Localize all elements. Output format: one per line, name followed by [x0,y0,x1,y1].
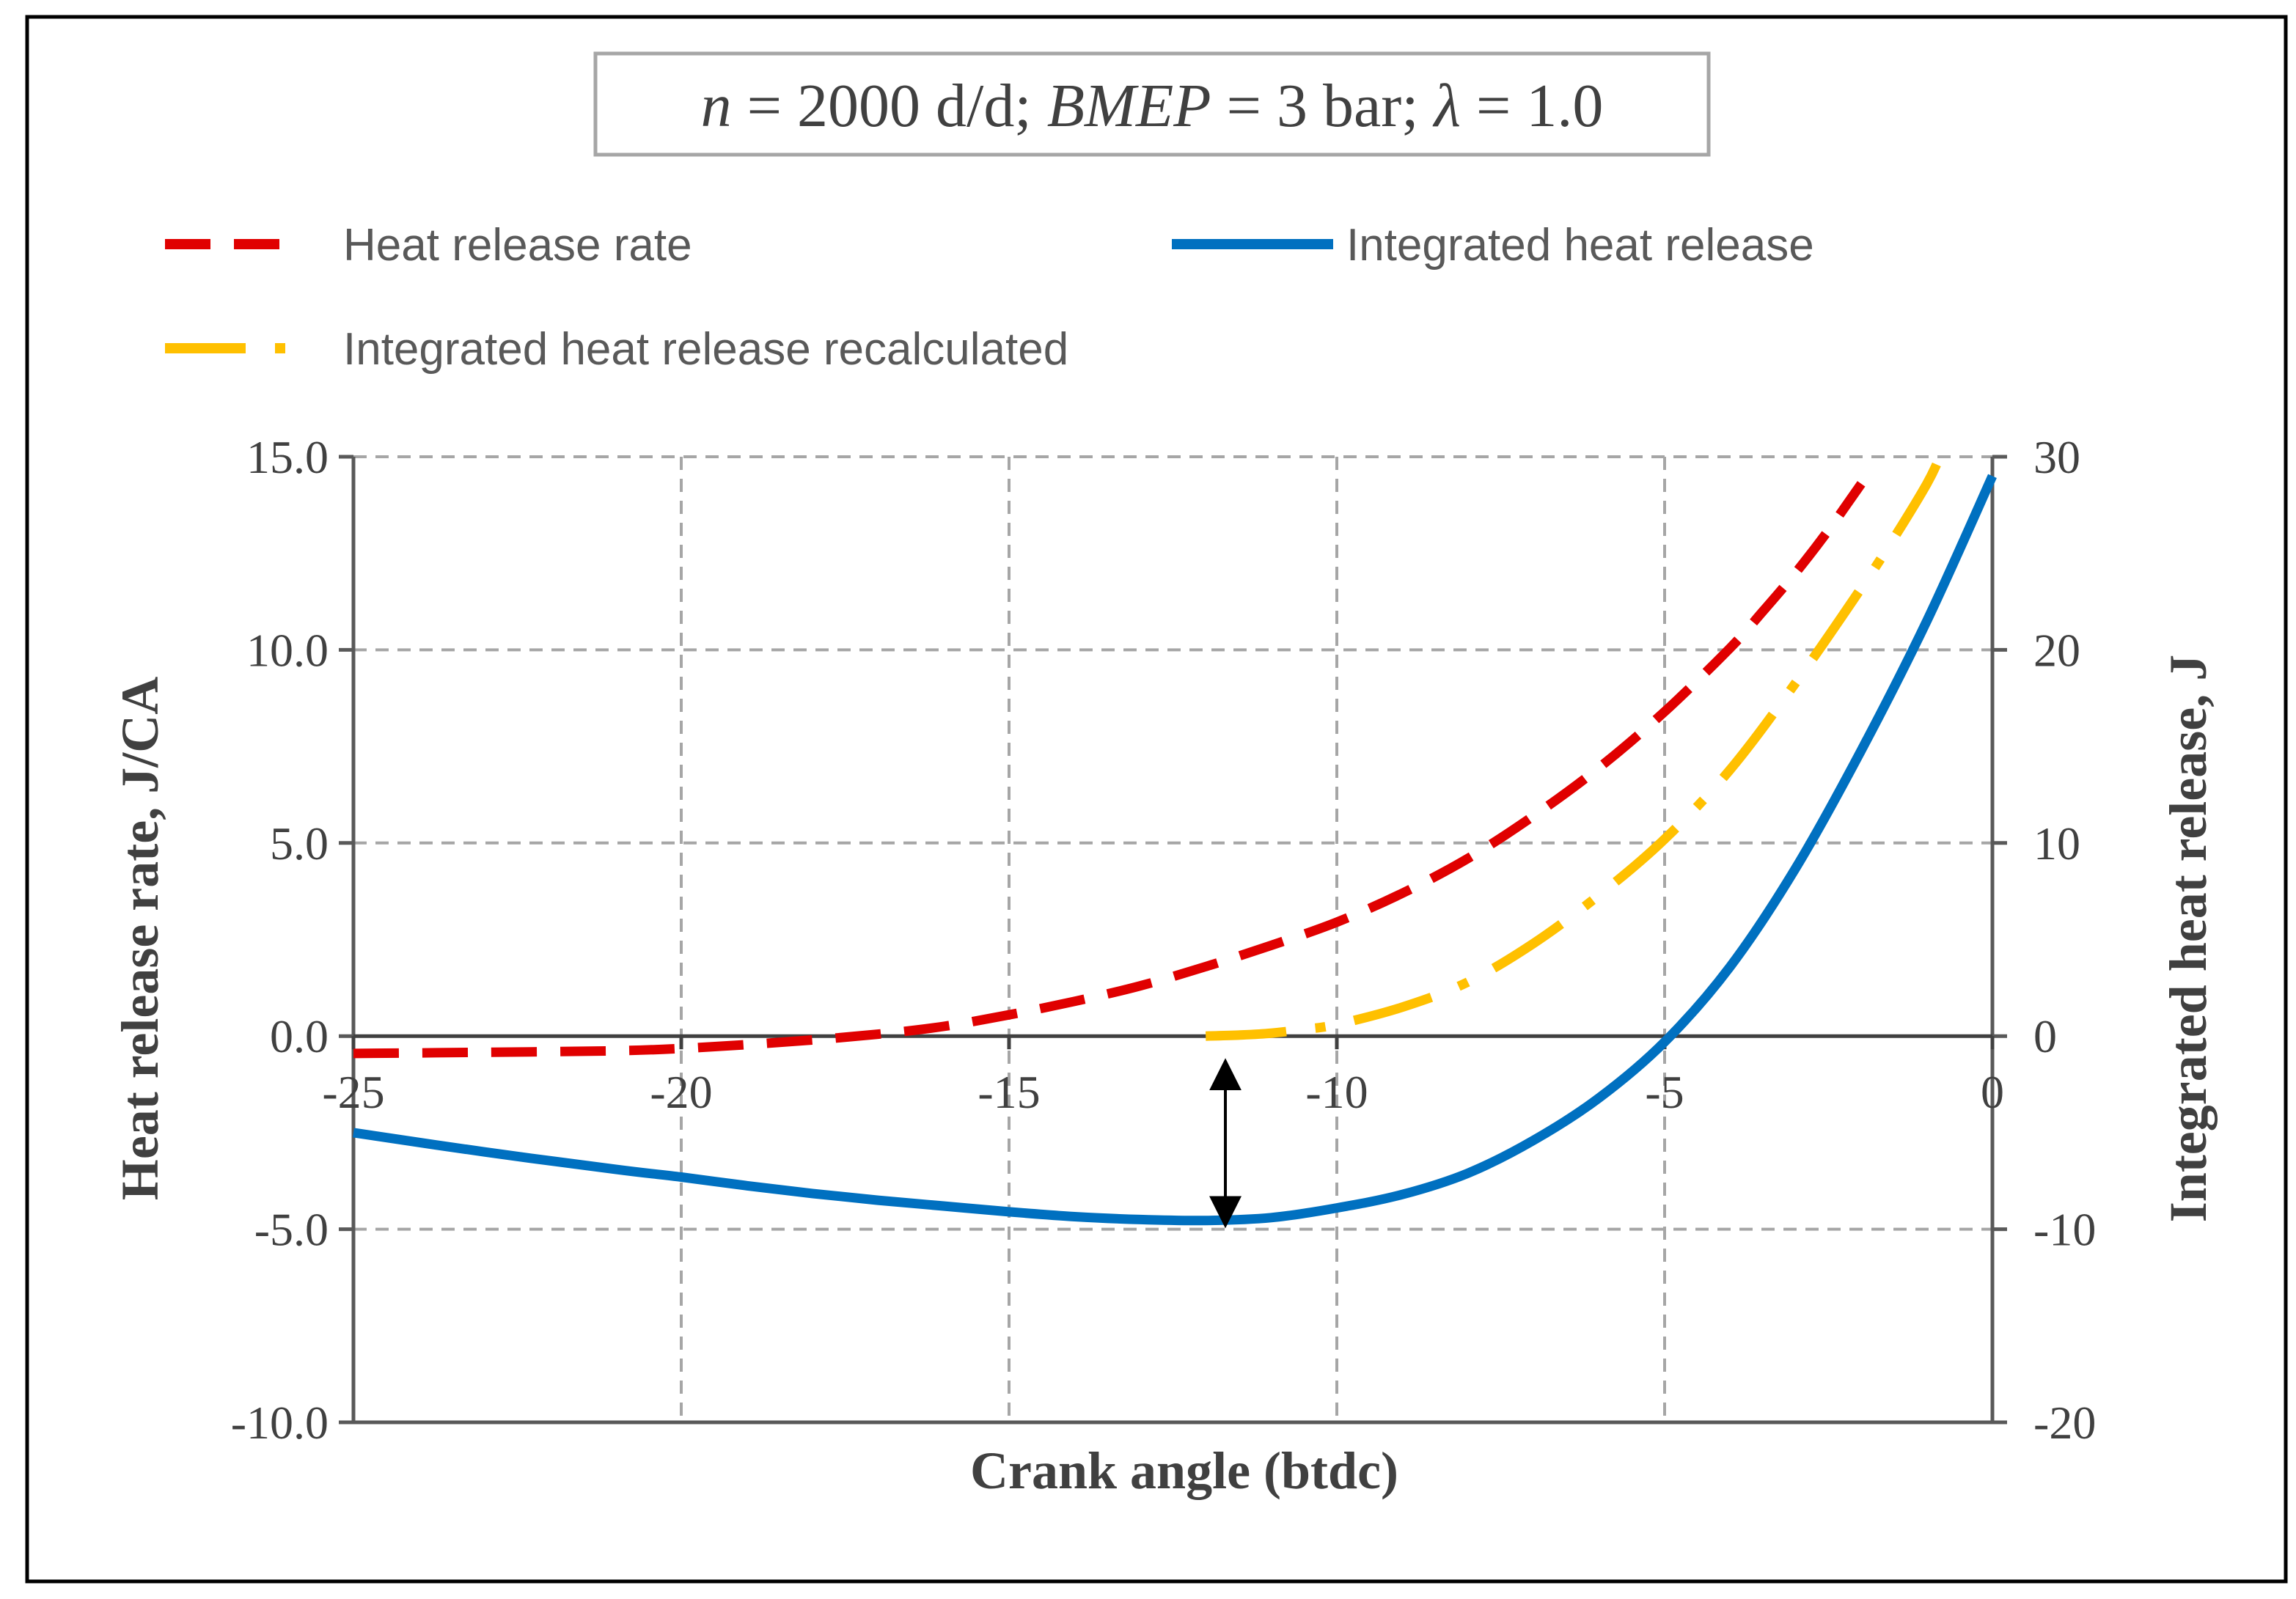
y-right-tick-label: -10 [2033,1204,2096,1256]
y-left-tick-label: 15.0 [246,431,329,483]
tick-labels: -10.0 -5.0 0.0 5.0 10.0 15.0 -20 -10 0 10 20 30 -25 -… [231,431,2097,1449]
axes [339,455,2007,1425]
x-tick-label: 0 [1981,1066,2004,1118]
title-part-bmep-value: = 3 bar; [1211,72,1434,140]
title-part-lambda: λ [1432,72,1461,140]
y-left-tick-label: -5.0 [254,1204,329,1256]
y-left-tick-label: 0.0 [270,1010,329,1062]
legend-label-integrated-heat-release: Integrated heat release [1346,220,1814,271]
y-right-tick-label: 0 [2033,1010,2057,1062]
title-part-bmep: BMEP [1047,72,1211,140]
y-left-tick-label: 5.0 [270,817,329,870]
x-tick-label: -5 [1645,1066,1684,1118]
legend: Heat release rate Integrated heat releas… [165,220,1814,375]
y-left-tick-label: 10.0 [246,624,329,676]
x-axis-title: Crank angle (btdc) [970,1441,1398,1500]
series-line-integrated-heat-release [353,474,1997,1226]
grid [353,455,1992,1422]
x-tick-label: -10 [1305,1066,1368,1118]
y-left-axis-title: Heat release rate, J/CA [111,677,169,1200]
y-right-axis-title: Integrated heat release, J [2159,655,2218,1222]
x-tick-label: -15 [978,1066,1040,1118]
title-part-n-value: = 2000 d/d; [732,72,1047,140]
title-part-n: n [701,72,732,140]
chart-title: n = 2000 d/d; BMEP = 3 bar; λ = 1.0 [701,72,1604,140]
y-left-tick-label: -10.0 [231,1397,329,1449]
series-lines [353,455,1997,1226]
y-right-tick-label: 30 [2033,431,2080,483]
x-tick-label: -20 [650,1066,712,1118]
outer-frame [25,15,2288,1584]
title-box [593,51,1711,157]
series-line-heat-release-rate [353,481,1866,1059]
legend-label-heat-release-rate: Heat release rate [343,220,692,271]
y-right-tick-label: -20 [2033,1397,2096,1449]
y-right-tick-label: 10 [2033,817,2080,870]
legend-label-recalculated: Integrated heat release recalculated [343,324,1068,375]
x-tick-label: -25 [322,1066,384,1118]
y-right-tick-label: 20 [2033,624,2080,676]
title-part-lambda-value: = 1.0 [1461,72,1603,140]
